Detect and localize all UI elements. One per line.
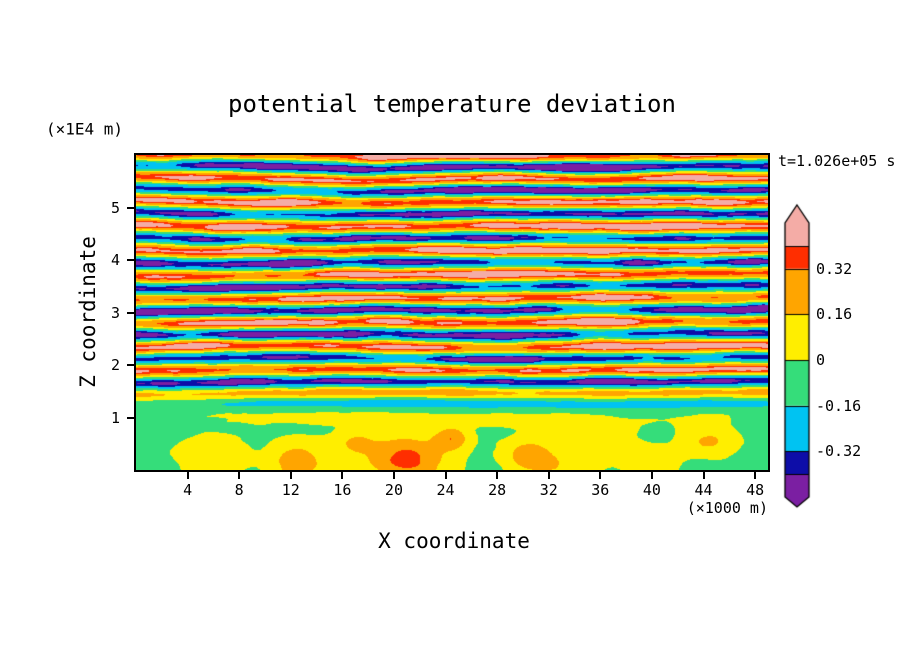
x-tick-label: 36 bbox=[591, 481, 610, 499]
x-tick-label: 32 bbox=[539, 481, 558, 499]
x-tick bbox=[496, 472, 499, 479]
x-axis-unit-label: (×1000 m) bbox=[686, 499, 768, 517]
x-tick bbox=[547, 472, 550, 479]
z-tick-label: 1 bbox=[110, 408, 120, 427]
z-tick-label: 5 bbox=[110, 198, 120, 217]
heatmap-canvas bbox=[136, 155, 768, 470]
x-tick-label: 44 bbox=[694, 481, 713, 499]
chart-title: potential temperature deviation bbox=[228, 90, 676, 118]
x-tick-label: 48 bbox=[746, 481, 765, 499]
x-tick-label: 8 bbox=[234, 481, 244, 499]
colorbar-canvas bbox=[782, 203, 812, 509]
x-tick-label: 12 bbox=[281, 481, 300, 499]
z-tick bbox=[127, 311, 134, 314]
x-axis-title: X coordinate bbox=[378, 529, 530, 553]
x-tick-label: 16 bbox=[333, 481, 352, 499]
x-tick bbox=[289, 472, 292, 479]
colorbar-tick-label: -0.32 bbox=[816, 442, 862, 461]
z-tick-label: 2 bbox=[110, 356, 120, 374]
z-tick bbox=[127, 259, 134, 261]
colorbar-tick-label: 0.32 bbox=[816, 259, 853, 278]
z-tick bbox=[127, 364, 134, 366]
z-tick-label: 4 bbox=[110, 251, 120, 269]
x-tick bbox=[238, 472, 241, 479]
x-tick-label: 40 bbox=[642, 481, 661, 499]
x-tick bbox=[341, 472, 344, 479]
x-tick bbox=[392, 472, 395, 479]
colorbar-tick-label: 0 bbox=[816, 351, 826, 369]
colorbar-tick-label: 0.16 bbox=[816, 305, 853, 324]
x-tick-label: 28 bbox=[488, 481, 507, 499]
x-tick bbox=[702, 472, 705, 479]
z-tick bbox=[127, 206, 134, 209]
z-tick bbox=[127, 416, 134, 419]
x-tick bbox=[186, 472, 189, 479]
x-tick-label: 20 bbox=[384, 481, 403, 499]
x-tick bbox=[650, 472, 653, 479]
plot-frame bbox=[134, 153, 770, 472]
x-tick bbox=[444, 472, 447, 479]
x-tick-label: 4 bbox=[183, 481, 193, 499]
colorbar-tick-label: -0.16 bbox=[816, 396, 862, 415]
timestamp-label: t=1.026e+05 s bbox=[778, 152, 896, 170]
x-tick bbox=[754, 472, 757, 479]
x-tick bbox=[599, 472, 602, 479]
z-tick-label: 3 bbox=[110, 303, 120, 322]
x-tick-label: 24 bbox=[436, 481, 455, 499]
y-axis-unit-label: (×1E4 m) bbox=[46, 119, 124, 139]
